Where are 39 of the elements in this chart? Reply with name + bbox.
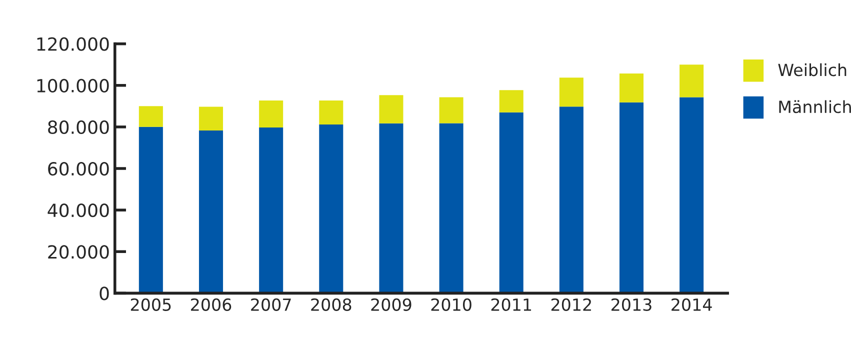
bar [680,97,704,294]
x-tick-label: 2006 [191,298,232,311]
legend-label: Weiblich [778,63,846,76]
y-tick-label: 120.000 [37,37,109,51]
bar [439,123,464,294]
y-tick-label: 40.000 [48,204,109,218]
y-tick-label: 0 [100,286,109,300]
bar [259,128,284,294]
bar [680,64,704,98]
bar [559,106,584,294]
bar [319,124,344,294]
bar [619,74,644,102]
bar [499,112,524,294]
x-tick-label: 2013 [612,298,652,311]
bar [319,100,344,124]
y-tick-label: 20.000 [48,245,109,259]
bar [138,126,163,294]
x-tick-label: 2011 [491,298,532,311]
bar [439,97,464,124]
x-tick-label: 2005 [130,298,171,311]
y-tick-label: 80.000 [48,120,109,134]
x-tick-label: 2014 [672,298,712,311]
bar [499,90,524,112]
bar [198,106,224,130]
legend-label: Männlich [779,100,851,114]
bar [559,78,584,107]
x-tick-label: 2009 [371,298,412,311]
bar [198,130,224,294]
bar [259,100,284,128]
x-tick-label: 2010 [431,298,472,311]
bar [619,102,644,294]
y-tick-label: 100.000 [37,78,109,92]
bar [379,123,404,294]
bar [138,106,163,127]
x-tick-label: 2007 [251,298,291,311]
y-tick-label: 60.000 [48,162,109,176]
x-tick-label: 2012 [551,298,591,311]
x-tick-label: 2008 [311,298,352,311]
bar [379,95,404,124]
